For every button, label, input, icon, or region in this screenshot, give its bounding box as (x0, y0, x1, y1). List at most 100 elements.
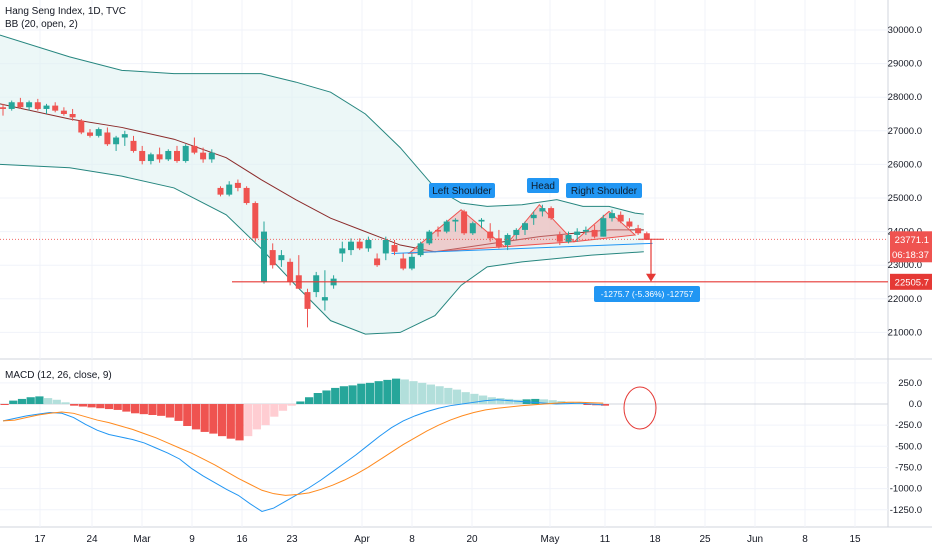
time-tick-label: 11 (600, 534, 611, 545)
pattern-label-box (429, 183, 495, 198)
macd-histogram-bar (209, 404, 218, 434)
macd-tick-label: -1000.0 (890, 484, 922, 495)
macd-histogram-bar (461, 392, 470, 404)
candle-body (78, 120, 85, 133)
candle-body (208, 152, 215, 160)
candle (0, 103, 6, 116)
macd-histogram-bar (470, 393, 479, 404)
candle-body (530, 214, 537, 219)
macd-histogram-bar (400, 379, 409, 404)
candle (304, 288, 311, 328)
candle-body (513, 229, 520, 235)
target-price-tag-box (890, 273, 932, 290)
candle-body (17, 102, 24, 108)
candle-body (348, 241, 354, 251)
candle-body (278, 255, 285, 261)
candle-body (435, 229, 441, 232)
macd-histogram-bar (348, 385, 357, 404)
macd-histogram-bar (244, 404, 253, 437)
candle-body (426, 231, 433, 244)
candle-body (400, 258, 407, 269)
macd-histogram-bar (435, 386, 444, 404)
macd-histogram-bar (17, 398, 27, 404)
macd-histogram-bar (200, 404, 209, 432)
candle (156, 147, 163, 163)
candle-body (43, 105, 50, 109)
candle (165, 149, 172, 162)
macd-histogram-bar (226, 404, 235, 439)
macd-histogram-bar (479, 395, 488, 404)
candle (243, 186, 250, 205)
candle-body (443, 221, 450, 232)
candle-body (469, 223, 476, 234)
candle (574, 228, 581, 242)
macd-histogram-bar (426, 384, 435, 404)
candle-body (304, 292, 311, 309)
macd-histogram-bar (78, 404, 87, 407)
candle-body (548, 208, 555, 219)
macd-histogram-bar (357, 383, 366, 404)
signal-line (2, 401, 604, 496)
candle-body (635, 228, 642, 234)
candle (182, 144, 189, 163)
macd-line (2, 399, 604, 512)
candle-body (417, 243, 424, 256)
macd-histogram-bar (131, 404, 140, 414)
price-tick-label: 25000.0 (888, 193, 922, 204)
candle (226, 181, 233, 197)
candle (252, 201, 259, 242)
candle-body (487, 231, 494, 239)
candle (522, 221, 528, 235)
candle (321, 270, 328, 311)
current-price-tag: 23771.1 (895, 235, 929, 246)
macd-histogram-bar (539, 399, 549, 404)
candle-body (95, 129, 102, 136)
macd-histogram-bar (148, 404, 157, 415)
candles-layer (0, 97, 650, 328)
macd-histogram-bar (252, 404, 261, 430)
macd-histogram-bar (566, 401, 575, 404)
candle-body (121, 134, 128, 138)
candle (287, 258, 294, 286)
candle-body (617, 214, 624, 222)
countdown-tag-box (890, 246, 932, 263)
candle (278, 250, 285, 267)
candle (139, 145, 146, 165)
candle (269, 243, 276, 269)
candle-body (174, 150, 180, 162)
macd-histogram-bar (235, 404, 244, 441)
candle-body (147, 154, 154, 162)
candle (452, 218, 459, 232)
candle (443, 219, 450, 234)
candle-body (478, 219, 485, 222)
candle (121, 130, 128, 146)
macd-histogram-bar (505, 398, 514, 404)
macd-tick-label: -750.0 (895, 462, 922, 473)
current-price-tag-box (890, 231, 932, 248)
candle (365, 236, 372, 252)
candle (356, 238, 363, 251)
candle-body (339, 248, 346, 254)
candle (26, 100, 33, 111)
macd-histogram-bar (165, 404, 174, 418)
time-tick-label: Jun (747, 534, 763, 545)
candle-body (113, 137, 120, 145)
candle-body (217, 187, 224, 195)
time-tick-label: 8 (409, 534, 415, 545)
macd-histogram-bar (444, 387, 453, 404)
candle (417, 241, 424, 257)
time-tick-label: May (541, 534, 560, 545)
macd-tick-label: -500.0 (895, 441, 922, 452)
macd-histogram-bar (270, 404, 279, 417)
time-tick-label: 17 (34, 534, 46, 545)
candle (635, 224, 642, 235)
pattern-label-box (527, 178, 559, 193)
bb-lower-line (0, 163, 644, 335)
candle-body (565, 234, 572, 242)
candle (609, 209, 615, 222)
candle (43, 103, 50, 114)
macd-histogram-bar (339, 386, 348, 404)
candle (391, 240, 398, 256)
candle-body (165, 150, 172, 160)
